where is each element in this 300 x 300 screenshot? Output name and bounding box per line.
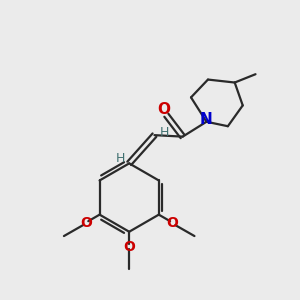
Text: H: H bbox=[159, 126, 169, 139]
Text: O: O bbox=[80, 216, 92, 230]
Text: H: H bbox=[116, 152, 125, 164]
Text: O: O bbox=[158, 102, 170, 117]
Text: O: O bbox=[123, 240, 135, 254]
Text: N: N bbox=[200, 112, 213, 128]
Text: O: O bbox=[167, 216, 178, 230]
